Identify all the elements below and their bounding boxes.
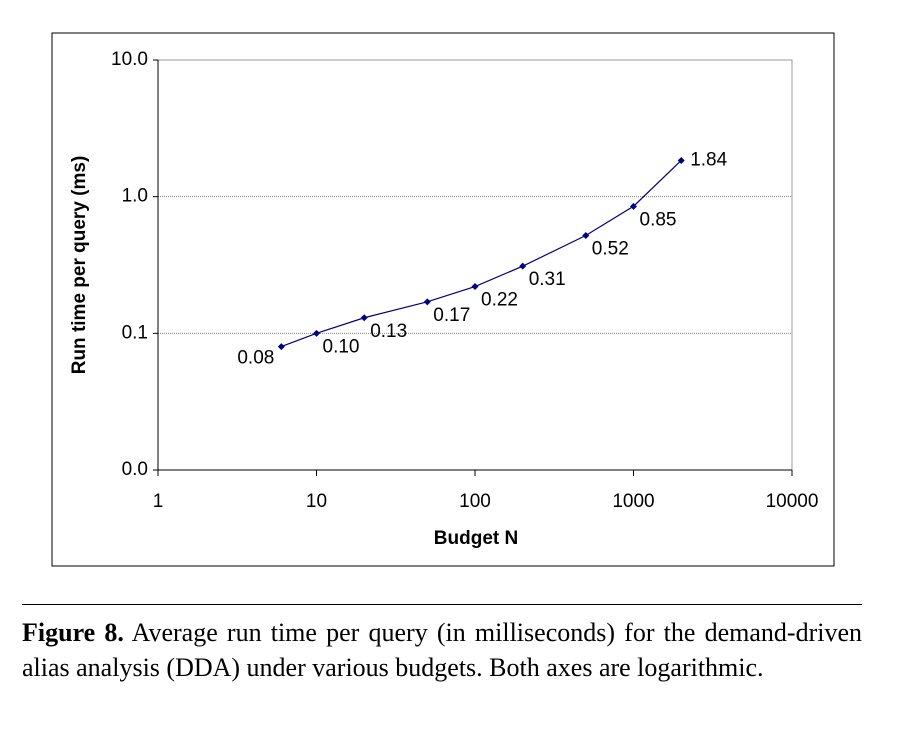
data-point — [471, 283, 479, 291]
x-tick-label: 10 — [306, 491, 327, 512]
caption-text: Average run time per query (in milliseco… — [22, 618, 862, 682]
data-label: 0.22 — [481, 290, 518, 311]
data-point — [423, 298, 431, 306]
data-point — [277, 343, 285, 351]
data-point — [360, 314, 368, 322]
data-label: 0.13 — [370, 321, 407, 342]
caption-rule — [22, 604, 862, 605]
data-point — [677, 156, 685, 164]
y-axis-label: Run time per query (ms) — [69, 156, 90, 375]
x-tick-label: 100 — [459, 491, 491, 512]
data-label: 0.08 — [237, 348, 274, 369]
y-tick-label: 0.1 — [122, 322, 148, 343]
data-label: 0.17 — [433, 305, 470, 326]
y-tick-label: 0.0 — [122, 459, 148, 480]
data-label: 1.84 — [690, 149, 727, 170]
data-label: 0.52 — [592, 238, 629, 259]
y-tick-label: 1.0 — [122, 186, 148, 207]
x-tick-label: 1 — [153, 491, 164, 512]
data-point — [313, 329, 320, 337]
x-tick-label: 1000 — [612, 491, 654, 512]
data-label: 0.10 — [323, 336, 360, 357]
y-tick-label: 10.0 — [111, 49, 148, 70]
x-tick-label: 10000 — [766, 491, 819, 512]
data-point — [582, 231, 590, 239]
caption-label: Figure 8. — [22, 618, 124, 647]
caption: Figure 8. Average run time per query (in… — [22, 615, 862, 685]
data-point — [519, 262, 527, 270]
chart: Budget N Run time per query (ms) 0.0 0.1 1… — [51, 32, 835, 567]
data-point — [630, 202, 637, 210]
chart-frame — [51, 32, 835, 567]
data-label: 0.85 — [640, 209, 677, 230]
plot-area — [157, 59, 793, 471]
data-label: 0.31 — [529, 269, 566, 290]
x-axis-label: Budget N — [434, 528, 518, 549]
